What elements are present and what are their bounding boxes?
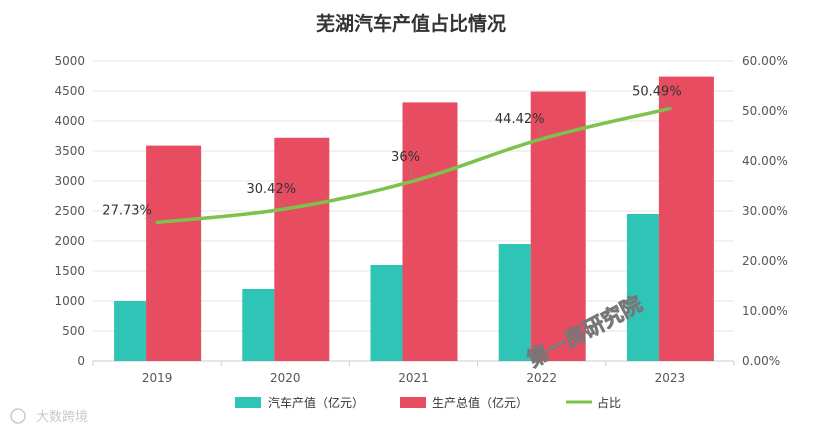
bar-gdp (658, 76, 714, 361)
left-tick-label: 3000 (54, 174, 85, 188)
left-tick-label: 0 (77, 354, 85, 368)
left-tick-label: 2500 (54, 204, 85, 218)
left-tick-label: 2000 (54, 234, 85, 248)
legend: 汽车产值（亿元） 生产总值（亿元） 占比 (235, 395, 621, 410)
label-leader (660, 99, 671, 109)
x-tick-label: 2021 (398, 371, 429, 385)
label-leader (274, 196, 286, 210)
x-tick-label: 2023 (655, 371, 686, 385)
left-tick-label: 3500 (54, 144, 85, 158)
left-tick-label: 4000 (54, 114, 85, 128)
x-tick-label: 2020 (270, 371, 301, 385)
bar-gdp (530, 91, 586, 361)
right-tick-label: 10.00% (742, 304, 788, 318)
right-tick-label: 20.00% (742, 254, 788, 268)
bar-auto-output (498, 244, 531, 361)
left-axis-ticks: 0 500 1000 1500 2000 2500 3000 3500 4000 4500 5000 (54, 54, 85, 368)
ratio-data-label: 27.73% (102, 203, 152, 218)
legend-label: 生产总值（亿元） (432, 395, 528, 410)
x-tick-label: 2022 (526, 371, 557, 385)
bar-gdp (274, 137, 330, 361)
left-tick-label: 1000 (54, 294, 85, 308)
label-leader (144, 217, 158, 223)
left-tick-label: 500 (62, 324, 85, 338)
bar-series (114, 76, 714, 362)
ratio-data-label: 50.49% (632, 85, 682, 100)
right-tick-label: 0.00% (742, 354, 780, 368)
legend-item-auto-output[interactable]: 汽车产值（亿元） (235, 395, 364, 410)
legend-item-ratio[interactable]: 占比 (566, 395, 621, 410)
legend-item-gdp[interactable]: 生产总值（亿元） (400, 395, 528, 410)
bar-auto-output (114, 301, 147, 361)
right-tick-label: 30.00% (742, 204, 788, 218)
legend-label: 占比 (597, 395, 621, 410)
label-leader (537, 126, 543, 140)
x-axis-ticks: 2019 2020 2021 2022 2023 (92, 361, 735, 385)
line-data-labels: 27.73% 30.42% 36% 44.42% 50.49% (102, 85, 682, 223)
right-tick-label: 60.00% (742, 54, 788, 68)
right-tick-label: 40.00% (742, 154, 788, 168)
ratio-data-label: 44.42% (495, 112, 545, 127)
left-tick-label: 1500 (54, 264, 85, 278)
left-tick-label: 5000 (54, 54, 85, 68)
left-tick-label: 4500 (54, 84, 85, 98)
legend-swatch (235, 397, 261, 408)
bar-auto-output (370, 265, 403, 361)
bar-auto-output (626, 214, 659, 361)
legend-label: 汽车产值（亿元） (268, 395, 364, 410)
bar-gdp (402, 102, 458, 362)
right-tick-label: 50.00% (742, 104, 788, 118)
logo-text: 大数跨境 (36, 410, 88, 425)
logo: 大数跨境 (10, 408, 88, 425)
legend-swatch (400, 397, 426, 408)
bar-auto-output (242, 289, 275, 361)
x-tick-label: 2019 (142, 371, 173, 385)
ratio-data-label: 30.42% (247, 182, 297, 197)
chart-title: 芜湖汽车产值占比情况 (316, 12, 506, 35)
label-leader (409, 164, 414, 182)
logo-icon (10, 408, 26, 424)
ratio-data-label: 36% (391, 150, 420, 165)
bar-gdp (146, 145, 202, 361)
right-axis-ticks: 0.00% 10.00% 20.00% 30.00% 40.00% 50.00% 60.00… (742, 54, 788, 368)
